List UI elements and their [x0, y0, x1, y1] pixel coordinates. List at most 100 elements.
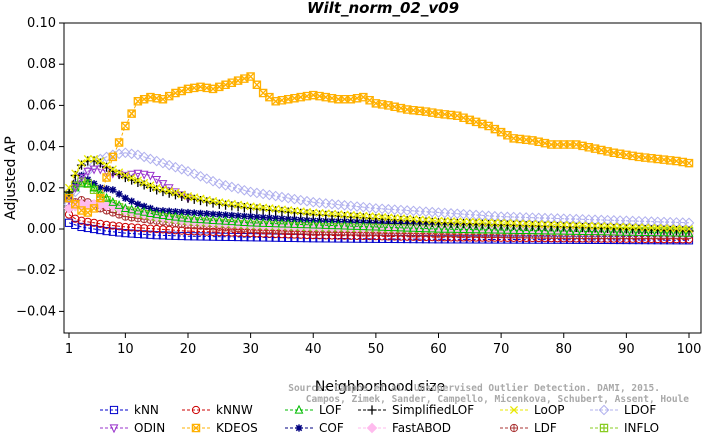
data-point-loop — [321, 209, 330, 218]
data-point-simplifiedlof — [114, 169, 124, 180]
data-point-kdeos — [684, 158, 694, 168]
data-point-knnw — [108, 221, 117, 230]
data-point-loop — [528, 219, 537, 228]
legend-item-knn: kNN — [100, 403, 159, 417]
x-tick-label: 80 — [555, 342, 572, 357]
data-point-odin — [164, 184, 174, 194]
y-axis-label: Adjusted AP — [3, 136, 19, 220]
data-point-lof — [246, 217, 256, 227]
data-point-lof — [665, 227, 675, 237]
data-point-kdeos — [108, 152, 118, 162]
data-point-cof — [196, 209, 205, 217]
data-point-ldof — [170, 161, 181, 173]
legend-marker-simplifiedlof — [367, 405, 377, 415]
data-point-lof — [152, 209, 162, 219]
data-point-odin — [120, 171, 130, 181]
data-point-lof — [534, 225, 544, 235]
data-point-knnw — [89, 218, 99, 227]
legend-label-ldof: LDOF — [624, 403, 656, 417]
data-point-loop — [497, 218, 506, 227]
legend-item-knnw: kNNW — [182, 403, 253, 417]
data-point-ldof — [295, 194, 307, 206]
data-point-lof — [477, 224, 487, 234]
data-point-ldof — [264, 189, 275, 201]
data-point-loop — [96, 156, 105, 166]
series-lof — [64, 178, 694, 237]
legend-marker-knnw — [191, 405, 201, 415]
data-point-loop — [515, 219, 524, 228]
x-tick-label: 10 — [117, 342, 134, 357]
series-layer — [63, 72, 695, 245]
data-point-ldof — [232, 183, 244, 194]
data-point-loop — [597, 222, 606, 231]
data-point-lof — [227, 216, 237, 226]
data-point-loop — [609, 222, 618, 231]
data-point-loop — [446, 217, 456, 226]
data-point-loop — [378, 212, 387, 222]
data-point-ldof — [282, 192, 294, 204]
x-axis: 1 10 20 30 40 50 60 70 80 90 100 — [65, 333, 702, 357]
legend-label-simplifiedlof: SimplifiedLOF — [392, 403, 474, 417]
data-point-ldof — [351, 201, 363, 212]
data-point-loop — [678, 224, 687, 233]
data-point-lof — [459, 224, 468, 234]
data-point-ldof — [207, 175, 219, 187]
data-point-kdeos — [127, 109, 136, 118]
data-point-loop — [603, 222, 612, 231]
data-point-lof — [177, 212, 187, 222]
data-point-loop — [547, 220, 556, 229]
data-point-knn — [140, 230, 149, 239]
data-point-odin — [89, 165, 99, 175]
watermark-line-2: Campos, Zimek, Sander, Campello, Micenko… — [306, 394, 689, 405]
legend-marker-cof — [295, 424, 303, 432]
data-point-lof — [102, 192, 111, 202]
data-point-loop — [115, 168, 124, 177]
y-tick-label: 0.00 — [27, 222, 56, 237]
x-tick-label: 100 — [677, 342, 702, 357]
data-point-cof — [115, 190, 123, 198]
data-point-loop — [121, 171, 130, 180]
data-point-loop — [359, 211, 368, 220]
data-point-lof — [421, 223, 431, 233]
legend-label-loop: LoOP — [534, 403, 565, 417]
data-point-knn — [233, 232, 243, 242]
data-point-ldof — [176, 163, 188, 175]
data-point-lof — [315, 219, 324, 229]
plot-area — [63, 22, 702, 334]
data-point-cof — [134, 200, 142, 208]
data-point-knn — [240, 233, 249, 242]
y-tick-label: 0.08 — [27, 57, 56, 72]
data-point-knn — [221, 232, 230, 241]
legend-item-ldf: LDF — [500, 421, 557, 434]
data-point-cof — [109, 186, 117, 194]
legend-label-lof: LOF — [319, 403, 342, 417]
x-tick-label: 70 — [493, 342, 510, 357]
data-point-lof — [202, 214, 212, 224]
y-tick-label: 0.06 — [27, 98, 56, 113]
data-point-lof — [221, 215, 230, 225]
data-point-knn — [64, 218, 74, 227]
legend-marker-inflo — [599, 423, 609, 433]
data-point-kdeos — [252, 80, 262, 90]
data-point-lof — [571, 226, 581, 235]
data-point-lof — [95, 188, 105, 198]
data-point-lof — [446, 223, 456, 233]
x-tick-label: 30 — [242, 342, 259, 357]
data-point-knn — [77, 222, 86, 232]
data-point-loop — [634, 223, 643, 232]
data-point-knn — [108, 227, 117, 236]
data-point-knnw — [146, 224, 155, 233]
x-axis-label: Neighborhood size — [315, 379, 445, 395]
data-point-ldof — [270, 190, 281, 202]
legend-marker-loop — [509, 405, 519, 415]
data-point-lof — [402, 222, 412, 232]
data-point-lof — [440, 223, 450, 233]
data-point-loop — [503, 218, 512, 228]
data-point-loop — [622, 222, 631, 231]
legend-label-knnw: kNNW — [216, 403, 253, 417]
data-point-cof — [178, 208, 186, 216]
data-point-loop — [434, 216, 443, 225]
data-point-kdeos — [102, 173, 111, 182]
legend-marker-odin — [109, 424, 119, 434]
